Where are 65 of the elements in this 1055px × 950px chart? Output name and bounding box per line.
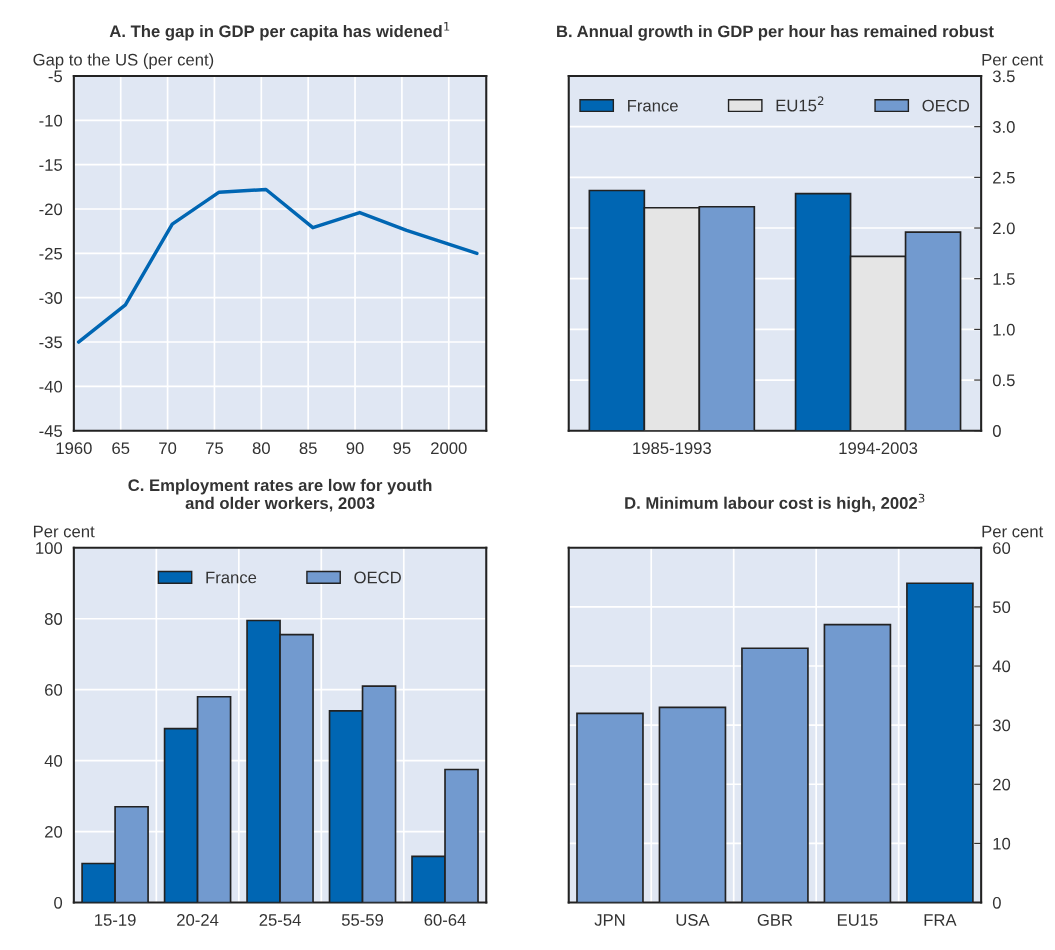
y-tick-label: 60 xyxy=(45,684,63,696)
x-tick-label: 85 xyxy=(299,442,317,455)
x-tick-label: 80 xyxy=(252,442,270,455)
y-axis-title: Per cent xyxy=(33,525,95,538)
chart-title: C. Employment rates are low for youth and older workers, 2003 xyxy=(128,478,432,512)
y2-tick-label: 50 xyxy=(992,601,1011,614)
line-series xyxy=(76,187,479,344)
y2-tick-label: 0.5 xyxy=(992,374,1015,387)
x-tick-label: 75 xyxy=(206,442,224,455)
y2-tick-label: 3.5 xyxy=(992,70,1015,83)
y2-tick-label: 0 xyxy=(992,425,1001,437)
y-tick-label: 20 xyxy=(45,825,63,838)
x-tick-label: 90 xyxy=(346,442,364,455)
y2-tick-label: 60 xyxy=(993,542,1011,554)
x-tick-label: 65 xyxy=(112,442,130,455)
y-tick-label: -30 xyxy=(39,292,63,304)
y-tick-label: -25 xyxy=(39,247,63,260)
x-tick-label: 95 xyxy=(393,442,411,455)
legend-label: France xyxy=(206,571,257,584)
y-tick-label: -40 xyxy=(39,380,63,393)
x-tick-label: 25-54 xyxy=(259,914,301,926)
y2-axis-title: Per cent xyxy=(982,525,1044,538)
chart-title: B. Annual growth in GDP per hour has remained robust xyxy=(557,25,994,41)
y2-tick-label: 1.5 xyxy=(993,273,1015,285)
y-tick-label: 100 xyxy=(36,542,63,554)
y-tick-label: 40 xyxy=(44,755,63,767)
y-tick-label: 0 xyxy=(54,896,63,909)
x-tick-label: FRA xyxy=(924,914,957,926)
y2-tick-label: 2.0 xyxy=(993,222,1015,235)
legend-label: OECD xyxy=(354,571,401,584)
y2-tick-label: 30 xyxy=(992,719,1011,732)
y-tick-label: -5 xyxy=(48,70,63,83)
x-tick-label: 1960 xyxy=(56,442,92,455)
chart-title: A. The gap in GDP per capita has widened$^{1}$ xyxy=(109,22,450,41)
x-tick-label: 55-59 xyxy=(341,914,384,926)
x-tick-label: 60-64 xyxy=(424,914,466,926)
x-tick-label: 70 xyxy=(159,442,177,455)
legend-label: France xyxy=(628,99,678,112)
y-tick-label: -20 xyxy=(39,203,63,216)
x-tick-label: JPN xyxy=(594,914,625,926)
x-tick-label: USA xyxy=(676,914,710,926)
y-tick-label: -10 xyxy=(39,114,63,127)
x-tick-label: 1994-2003 xyxy=(839,442,918,455)
y2-tick-label: 0 xyxy=(992,896,1001,909)
y2-tick-label: 2.5 xyxy=(993,171,1015,184)
y2-axis-title: Per cent xyxy=(982,53,1044,66)
y2-tick-label: 40 xyxy=(992,660,1011,673)
y2-tick-label: 3.0 xyxy=(992,121,1015,133)
legend-label: EU15$^{2}$ xyxy=(776,96,824,112)
x-tick-label: 2000 xyxy=(431,442,467,455)
chart-title: D. Minimum labour cost is high, 2002$^{3}$ xyxy=(625,493,925,513)
y2-tick-label: 1.0 xyxy=(993,323,1015,336)
x-tick-label: GBR xyxy=(757,914,793,926)
x-tick-label: EU15 xyxy=(837,914,878,926)
x-tick-label: 15-19 xyxy=(95,914,136,926)
y-tick-label: -35 xyxy=(39,336,63,349)
y-axis-title: Gap to the US (per cent) xyxy=(33,53,214,69)
y2-tick-label: 10 xyxy=(993,837,1011,850)
y-tick-label: -45 xyxy=(39,425,63,437)
x-tick-label: 20-24 xyxy=(177,914,219,926)
y2-tick-label: 20 xyxy=(993,778,1011,791)
x-tick-label: 1985-1993 xyxy=(633,442,711,455)
y-tick-label: -15 xyxy=(39,159,63,171)
legend-label: OECD xyxy=(922,99,970,112)
y-tick-label: 80 xyxy=(44,613,63,625)
